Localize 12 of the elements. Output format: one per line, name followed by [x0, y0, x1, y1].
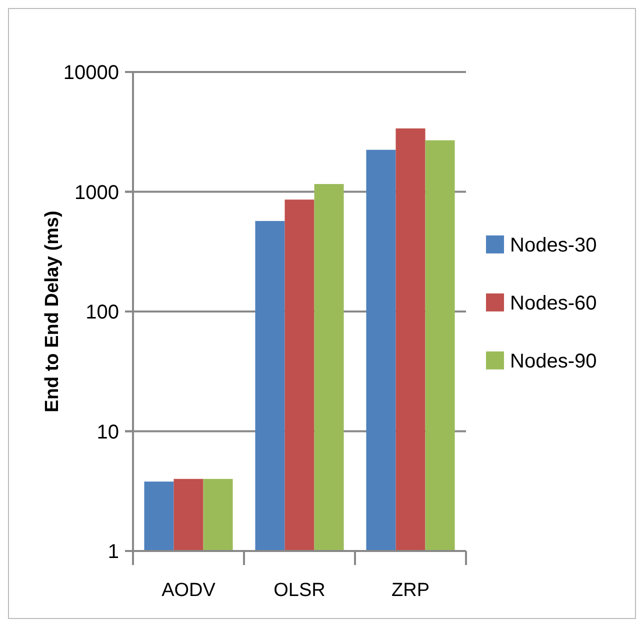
y-axis-title: End to End Delay (ms)	[42, 210, 63, 412]
y-tick-label: 100	[86, 302, 119, 324]
legend-label: Nodes-60	[510, 292, 597, 314]
x-tick-label: OLSR	[274, 580, 326, 601]
x-tick-label: AODV	[162, 580, 216, 601]
y-tick-label: 10000	[63, 62, 119, 84]
x-tick-label: ZRP	[392, 580, 430, 601]
y-tick-label: 1000	[74, 182, 119, 204]
legend-label: Nodes-90	[510, 350, 597, 372]
legend-label: Nodes-30	[510, 234, 597, 256]
y-tick-label: 1	[108, 541, 119, 563]
y-tick-label: 10	[96, 421, 119, 444]
